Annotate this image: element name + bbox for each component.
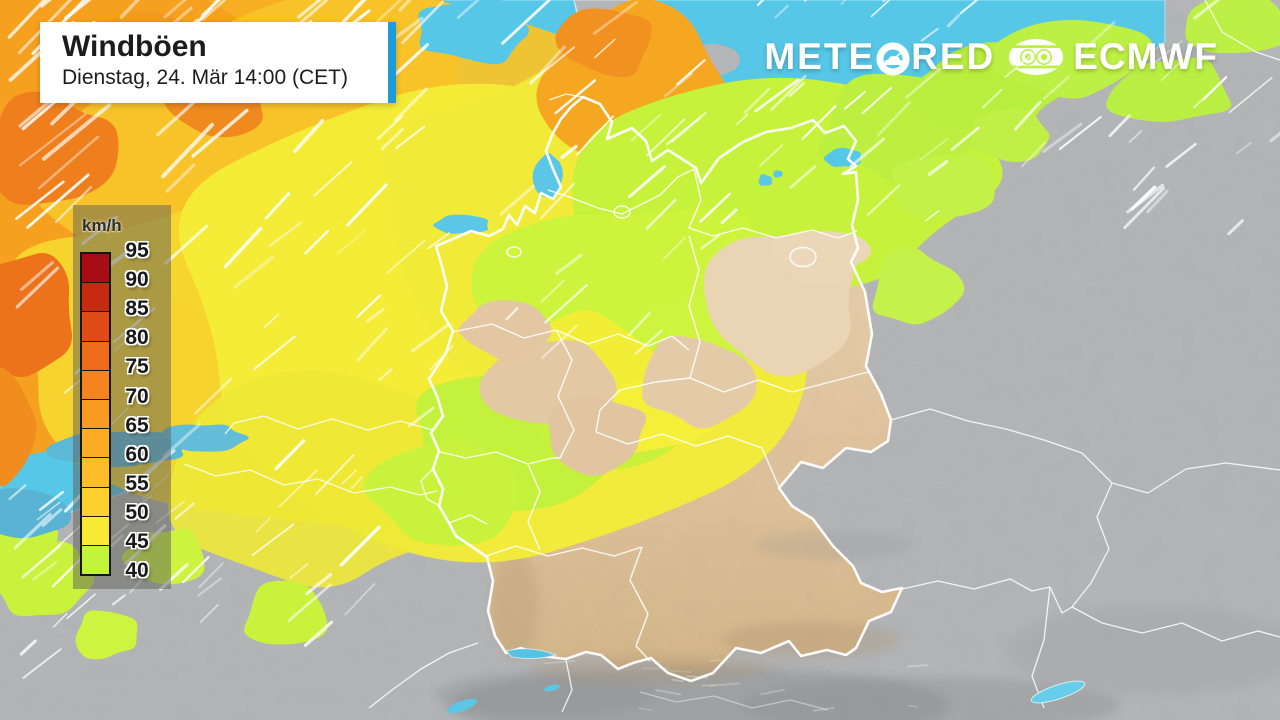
map-title-card: Windböen Dienstag, 24. Mär 14:00 (CET) [40,22,396,103]
ecmwf-text: ECMWF [1073,36,1218,77]
map-title: Windböen [62,30,207,63]
legend-color-bar [80,252,111,576]
legend-tick: 65 [125,413,149,437]
legend-band [82,515,109,545]
legend-band [82,340,109,370]
legend-unit-label: km/h [82,216,122,235]
meteored-text-prefix: METE [764,36,876,77]
legend-tick: 95 [125,239,149,262]
legend-tick: 50 [125,500,149,524]
legend-band [82,369,109,399]
legend-band [82,282,109,312]
meteored-text-suffix: RED [911,36,996,77]
ecmwf-logo: ECMWF [1008,36,1218,78]
legend-band [82,254,109,283]
legend-tick: 55 [125,471,149,495]
cloud-in-o-icon [876,42,910,76]
legend-band [82,457,109,487]
ecmwf-globe-icon [1009,39,1064,75]
legend-tick: 80 [125,326,149,350]
legend-tick: 85 [125,297,149,321]
map-datetime: Dienstag, 24. Mär 14:00 (CET) [62,65,348,89]
legend-tick: 45 [125,529,149,553]
legend-band [82,544,109,575]
legend-band [82,398,109,429]
legend-tick: 40 [125,559,149,582]
brand-logos: METE RED ECMWF [764,36,1218,78]
legend-band [82,486,109,516]
legend-tick: 70 [125,384,149,408]
wind-speed-legend: km/h 95 90 85 80 75 70 65 60 55 50 45 40 [73,205,171,589]
legend-tick: 60 [125,442,149,466]
legend-band [82,428,109,458]
meteored-logo: METE RED [764,36,995,78]
title-accent-bar [388,22,396,103]
legend-tick: 90 [125,268,149,292]
legend-tick: 75 [125,355,149,379]
legend-band [82,311,109,341]
